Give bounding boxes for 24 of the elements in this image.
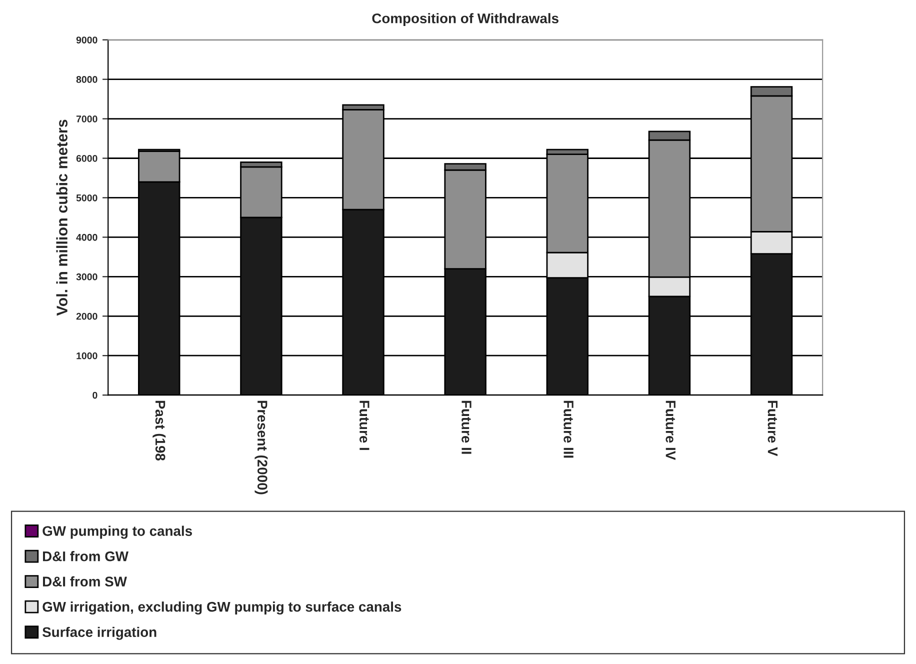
y-tick-label: 6000: [76, 154, 98, 162]
y-tick-label: 7000: [76, 116, 98, 122]
x-tick-label: Future I: [360, 400, 370, 450]
y-tick-label: 2000: [76, 312, 98, 320]
y-tick-label: 8000: [76, 76, 98, 83]
y-tick-label: 5000: [76, 194, 98, 202]
legend-label: GW pumping to canals: [42, 526, 192, 539]
y-tick-label: 3000: [76, 273, 98, 280]
x-tick-label: Past (198: [152, 400, 166, 461]
legend-label: D&I from SW: [43, 576, 127, 586]
x-tick-label: Present (2000): [254, 400, 268, 494]
y-tick-label: 9000: [76, 36, 98, 44]
legend-label: D&I from GW: [43, 551, 128, 562]
legend-label: Surface irrigation: [42, 626, 156, 640]
y-tick-label: 1000: [76, 352, 98, 360]
x-tick-label: Future III: [564, 400, 574, 458]
y-tick-label: 0: [92, 392, 98, 399]
legend-label: GW irrigation, excluding GW pumpig to surface canals: [42, 602, 402, 615]
chart-title: Composition of Withdrawals: [372, 13, 558, 26]
x-tick-label: Future V: [768, 400, 778, 456]
y-tick-label: 4000: [76, 234, 98, 241]
x-tick-label: Future II: [462, 400, 472, 454]
x-tick-label: Future IV: [666, 400, 676, 460]
y-axis-title: Vol. in million cubic meters: [56, 120, 68, 316]
